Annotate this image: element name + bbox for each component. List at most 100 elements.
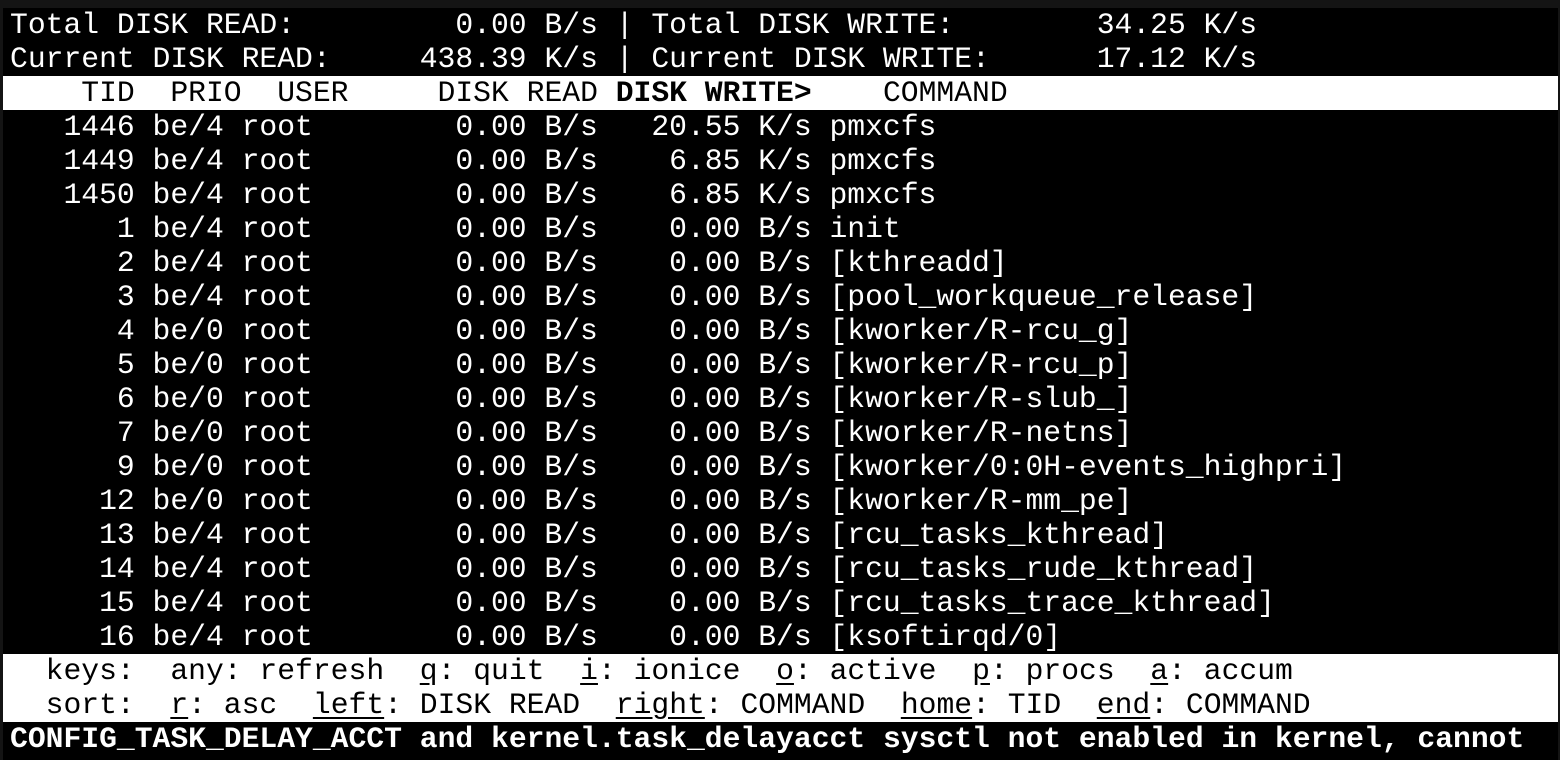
process-row[interactable]: 4 be/0 root 0.00 B/s 0.00 B/s [kworker/R-rcu_… bbox=[3, 314, 1558, 348]
current-write-label: Current DISK WRITE: bbox=[651, 42, 990, 76]
command-cell: [kworker/R-rcu_g] bbox=[829, 314, 1133, 348]
key-a[interactable]: a: accum bbox=[1150, 654, 1293, 688]
key-name: i bbox=[580, 654, 598, 688]
disk-write-cell: 0.00 B/s bbox=[669, 314, 812, 348]
disk-read-cell: 0.00 B/s bbox=[455, 552, 598, 586]
command-cell: [rcu_tasks_trace_kthread] bbox=[829, 586, 1275, 620]
tid-cell: 2 bbox=[116, 246, 135, 280]
keys-label: keys: bbox=[45, 654, 135, 688]
process-row[interactable]: 3 be/4 root 0.00 B/s 0.00 B/s [pool_workqueue… bbox=[3, 280, 1558, 314]
key-desc: procs bbox=[1025, 654, 1115, 688]
key-desc: accum bbox=[1203, 654, 1293, 688]
user-cell: root bbox=[241, 314, 313, 348]
disk-read-cell: 0.00 B/s bbox=[455, 246, 598, 280]
current-read-label: Current DISK READ: bbox=[10, 42, 331, 76]
disk-read-cell: 0.00 B/s bbox=[455, 144, 598, 178]
disk-read-cell: 0.00 B/s bbox=[455, 518, 598, 552]
key-o[interactable]: o: active bbox=[776, 654, 937, 688]
tid-cell: 1446 bbox=[63, 110, 135, 144]
tid-cell: 6 bbox=[116, 382, 135, 416]
prio-cell: be/0 bbox=[152, 348, 224, 382]
tid-cell: 16 bbox=[99, 620, 135, 654]
key-q[interactable]: q: quit bbox=[419, 654, 545, 688]
col-disk-read[interactable]: DISK READ bbox=[437, 76, 598, 110]
disk-read-cell: 0.00 B/s bbox=[455, 620, 598, 654]
command-cell: [kworker/0:0H-events_highpri] bbox=[829, 450, 1347, 484]
process-row[interactable]: 1449 be/4 root 0.00 B/s 6.85 K/s pmxcfs bbox=[3, 144, 1558, 178]
process-row[interactable]: 6 be/0 root 0.00 B/s 0.00 B/s [kworker/R-slub… bbox=[3, 382, 1558, 416]
col-disk-write-sorted[interactable]: DISK WRITE> bbox=[615, 76, 812, 110]
user-cell: root bbox=[241, 484, 313, 518]
summary-current: Current DISK READ: 438.39 K/s | Current … bbox=[3, 42, 1558, 76]
command-cell: [rcu_tasks_rude_kthread] bbox=[829, 552, 1258, 586]
disk-read-cell: 0.00 B/s bbox=[455, 450, 598, 484]
process-row[interactable]: 15 be/4 root 0.00 B/s 0.00 B/s [rcu_tasks_tra… bbox=[3, 586, 1558, 620]
process-row[interactable]: 2 be/4 root 0.00 B/s 0.00 B/s [kthreadd] bbox=[3, 246, 1558, 280]
warning-message: CONFIG_TASK_DELAY_ACCT and kernel.task_d… bbox=[3, 722, 1558, 756]
key-name: p bbox=[972, 654, 990, 688]
disk-read-cell: 0.00 B/s bbox=[455, 212, 598, 246]
command-cell: [kthreadd] bbox=[829, 246, 1008, 280]
user-cell: root bbox=[241, 518, 313, 552]
user-cell: root bbox=[241, 620, 313, 654]
terminal-window[interactable]: Total DISK READ: 0.00 B/s | Total DISK W… bbox=[3, 8, 1558, 760]
sort-key-home[interactable]: home: TID bbox=[900, 688, 1062, 722]
total-write-value: 34.25 K/s bbox=[1096, 8, 1258, 42]
sort-key-left[interactable]: left: DISK READ bbox=[312, 688, 581, 722]
command-cell: pmxcfs bbox=[829, 110, 937, 144]
col-user[interactable]: USER bbox=[277, 76, 349, 110]
current-read-value: 438.39 K/s bbox=[419, 42, 598, 76]
tid-cell: 13 bbox=[99, 518, 135, 552]
col-command[interactable]: COMMAND bbox=[882, 76, 1008, 110]
key-i[interactable]: i: ionice bbox=[580, 654, 741, 688]
disk-read-cell: 0.00 B/s bbox=[455, 178, 598, 212]
disk-write-cell: 20.55 K/s bbox=[651, 110, 812, 144]
process-row[interactable]: 7 be/0 root 0.00 B/s 0.00 B/s [kworker/R-netn… bbox=[3, 416, 1558, 450]
user-cell: root bbox=[241, 144, 313, 178]
user-cell: root bbox=[241, 416, 313, 450]
total-read-value: 0.00 B/s bbox=[455, 8, 598, 42]
user-cell: root bbox=[241, 212, 313, 246]
command-cell: pmxcfs bbox=[829, 178, 937, 212]
prio-cell: be/4 bbox=[152, 178, 224, 212]
disk-read-cell: 0.00 B/s bbox=[455, 280, 598, 314]
user-cell: root bbox=[241, 280, 313, 314]
key-name: home bbox=[900, 688, 973, 722]
sort-key-r[interactable]: r: asc bbox=[170, 688, 278, 722]
key-desc: TID bbox=[1007, 688, 1062, 722]
key-desc: COMMAND bbox=[1185, 688, 1311, 722]
process-row[interactable]: 5 be/0 root 0.00 B/s 0.00 B/s [kworker/R-rcu_… bbox=[3, 348, 1558, 382]
sort-key-right[interactable]: right: COMMAND bbox=[615, 688, 866, 722]
process-row[interactable]: 14 be/4 root 0.00 B/s 0.00 B/s [rcu_tasks_rud… bbox=[3, 552, 1558, 586]
user-cell: root bbox=[241, 246, 313, 280]
sort-help: sort: r: asc left: DISK READ right: COMM… bbox=[3, 688, 1558, 722]
tid-cell: 1449 bbox=[63, 144, 135, 178]
command-cell: [kworker/R-netns] bbox=[829, 416, 1133, 450]
process-row[interactable]: 1450 be/4 root 0.00 B/s 6.85 K/s pmxcfs bbox=[3, 178, 1558, 212]
disk-write-cell: 0.00 B/s bbox=[669, 416, 812, 450]
process-row[interactable]: 1446 be/4 root 0.00 B/s 20.55 K/s pmxcfs bbox=[3, 110, 1558, 144]
col-tid[interactable]: TID bbox=[81, 76, 135, 110]
disk-read-cell: 0.00 B/s bbox=[455, 586, 598, 620]
tid-cell: 5 bbox=[116, 348, 135, 382]
tid-cell: 3 bbox=[116, 280, 135, 314]
disk-write-cell: 0.00 B/s bbox=[669, 518, 812, 552]
process-row[interactable]: 9 be/0 root 0.00 B/s 0.00 B/s [kworker/0:0H-e… bbox=[3, 450, 1558, 484]
disk-write-cell: 0.00 B/s bbox=[669, 212, 812, 246]
process-row[interactable]: 12 be/0 root 0.00 B/s 0.00 B/s [kworker/R-mm_… bbox=[3, 484, 1558, 518]
prio-cell: be/4 bbox=[152, 144, 224, 178]
tid-cell: 14 bbox=[99, 552, 135, 586]
key-p[interactable]: p: procs bbox=[972, 654, 1115, 688]
prio-cell: be/4 bbox=[152, 518, 224, 552]
disk-write-cell: 0.00 B/s bbox=[669, 586, 812, 620]
prio-cell: be/0 bbox=[152, 484, 224, 518]
disk-read-cell: 0.00 B/s bbox=[455, 348, 598, 382]
sort-key-end[interactable]: end: COMMAND bbox=[1096, 688, 1311, 722]
total-read-label: Total DISK READ: bbox=[10, 8, 296, 42]
tid-cell: 12 bbox=[99, 484, 135, 518]
process-row[interactable]: 1 be/4 root 0.00 B/s 0.00 B/s init bbox=[3, 212, 1558, 246]
process-row[interactable]: 13 be/4 root 0.00 B/s 0.00 B/s [rcu_tasks_kth… bbox=[3, 518, 1558, 552]
key-any[interactable]: any: refresh bbox=[170, 654, 385, 688]
process-row[interactable]: 16 be/4 root 0.00 B/s 0.00 B/s [ksoftirqd/0] bbox=[3, 620, 1558, 654]
col-prio[interactable]: PRIO bbox=[170, 76, 242, 110]
